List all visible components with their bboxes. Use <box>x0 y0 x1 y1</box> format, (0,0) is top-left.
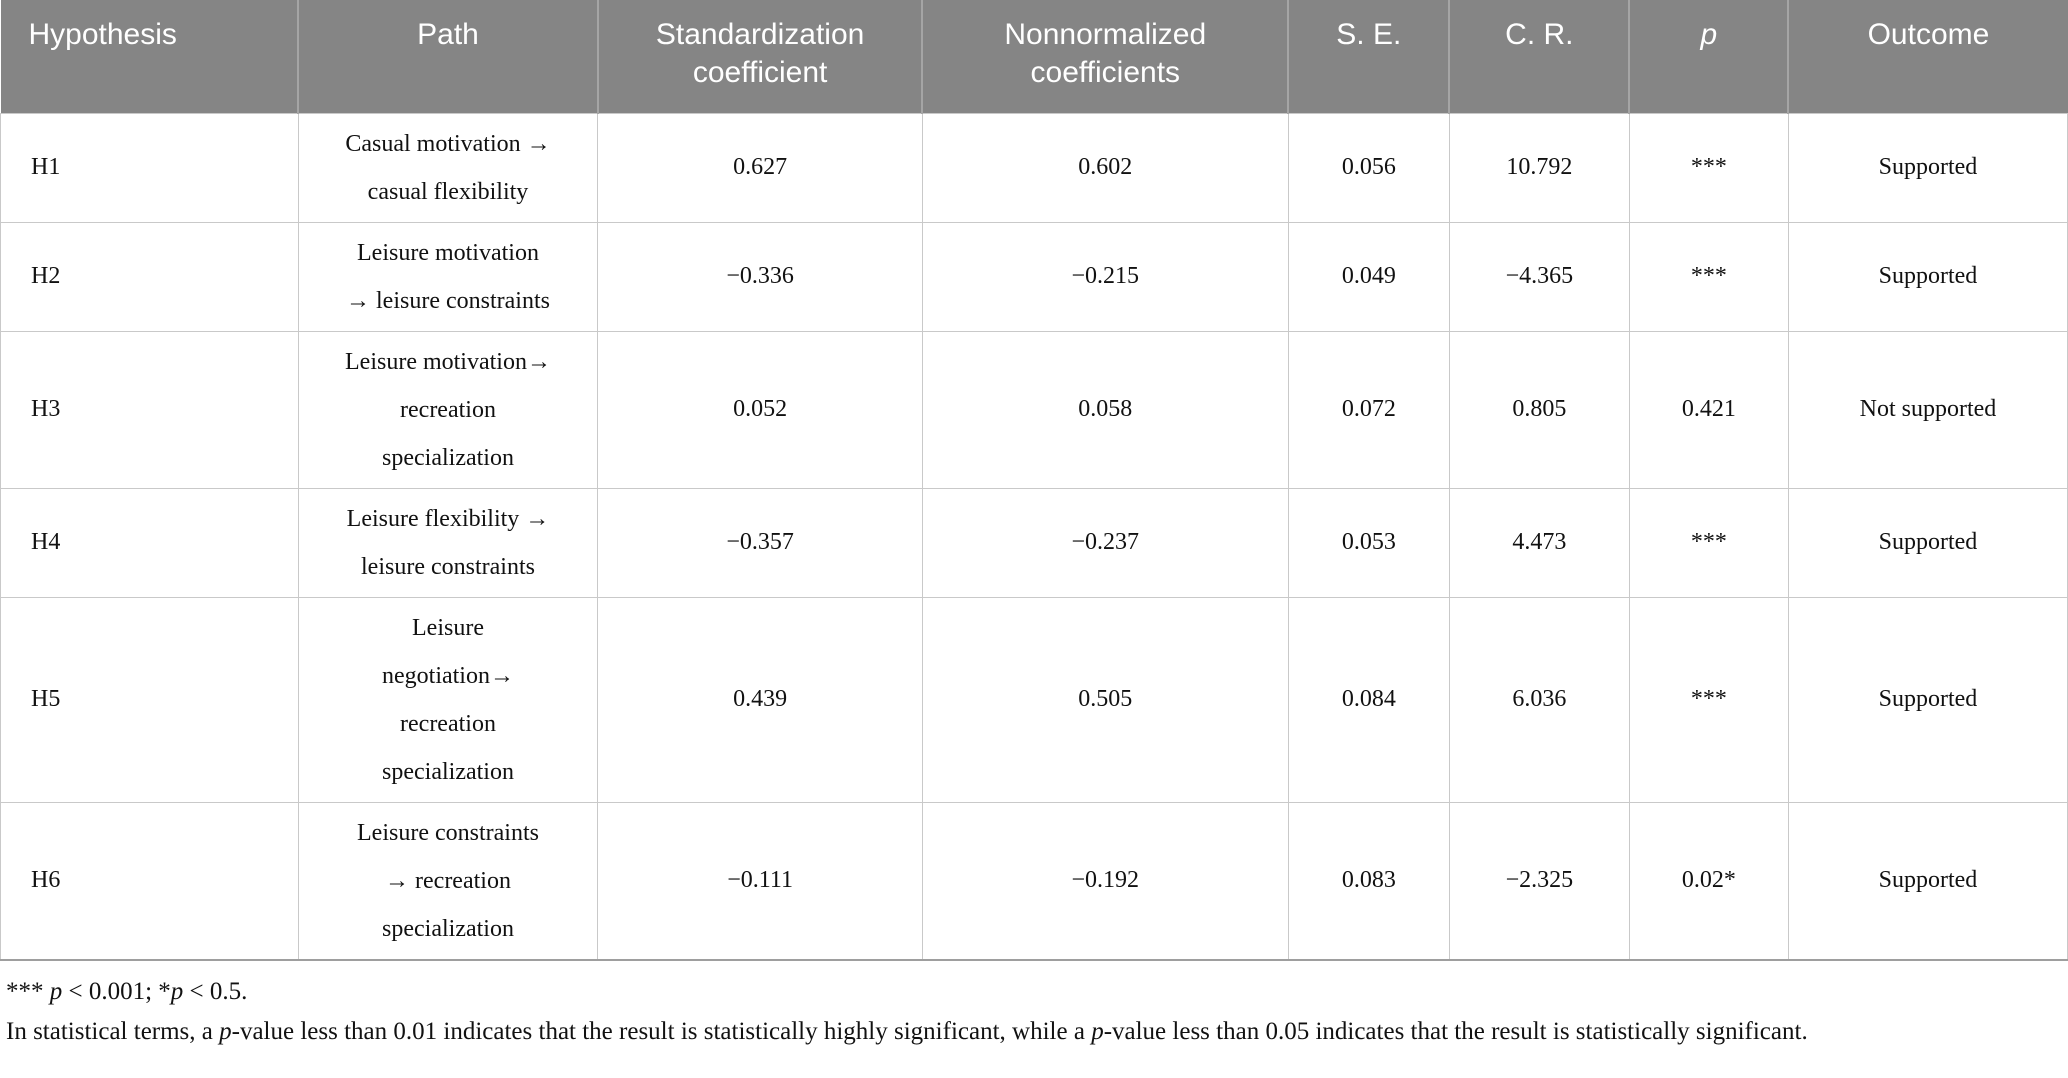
header-cell-cr: C. R. <box>1449 0 1631 113</box>
path-line: Leisure motivation <box>357 239 539 266</box>
table-footnotes: *** p < 0.001; *p < 0.5. In statistical … <box>0 961 2068 1047</box>
table-header-row: Hypothesis Path Standardization coefficien… <box>0 0 2068 113</box>
cell-path: Leisure motivation → leisure constraints <box>297 221 599 332</box>
cell-nonnormalized_coefficients: 0.505 <box>921 596 1289 803</box>
footnote-explanation: In statistical terms, a p-value less tha… <box>6 1017 2068 1047</box>
path-line: leisure constraints <box>361 553 535 580</box>
path-line: → recreation <box>385 867 511 894</box>
cell-hypothesis: H1 <box>0 112 299 223</box>
cell-outcome: Not supported <box>1787 330 2068 489</box>
table-row: H3 Leisure motivation→ recreation specializ… <box>0 330 2068 489</box>
table-row: H5 Leisure negotiation→ recreation specializ… <box>0 596 2068 803</box>
cell-cr: 4.473 <box>1448 487 1630 598</box>
cell-path: Casual motivation → casual flexibility <box>297 112 599 223</box>
footnote-text: *** <box>6 977 50 1005</box>
footnote-italic-p: p <box>1091 1017 1104 1045</box>
footnote-text: < 0.5. <box>183 977 248 1005</box>
cell-p: *** <box>1628 596 1789 803</box>
cell-se: 0.084 <box>1287 596 1450 803</box>
cell-nonnormalized_coefficients: −0.215 <box>921 221 1289 332</box>
cell-outcome: Supported <box>1787 487 2068 598</box>
cell-cr: 0.805 <box>1448 330 1630 489</box>
header-cell-path: Path <box>298 0 599 113</box>
table-row: H4 Leisure flexibility → leisure constrain… <box>0 487 2068 598</box>
cell-se: 0.083 <box>1287 801 1450 961</box>
header-cell-nonnormalized_coefficients: Nonnormalized coefficients <box>922 0 1290 113</box>
cell-nonnormalized_coefficients: −0.237 <box>921 487 1289 598</box>
footnote-italic-p: p <box>170 977 184 1005</box>
footnote-significance: *** p < 0.001; *p < 0.5. <box>6 977 2068 1007</box>
footnote-text: In statistical terms, a <box>6 1017 220 1045</box>
cell-hypothesis: H5 <box>0 596 299 803</box>
table-row: H1 Casual motivation → casual flexibility 0… <box>0 112 2068 223</box>
cell-se: 0.056 <box>1287 112 1450 223</box>
cell-path: Leisure motivation→ recreation specializat… <box>297 330 599 489</box>
cell-se: 0.053 <box>1287 487 1450 598</box>
header-cell-outcome: Outcome <box>1788 0 2068 113</box>
cell-hypothesis: H3 <box>0 330 299 489</box>
footnote-italic-p: p <box>49 977 63 1005</box>
cell-hypothesis: H2 <box>0 221 299 332</box>
cell-p: *** <box>1628 487 1789 598</box>
cell-outcome: Supported <box>1787 112 2068 223</box>
cell-hypothesis: H4 <box>0 487 299 598</box>
path-line: specialization <box>382 758 514 785</box>
cell-se: 0.049 <box>1287 221 1450 332</box>
table-row: H6 Leisure constraints → recreation special… <box>0 801 2068 961</box>
header-cell-standardization_coefficient: Standardization coefficient <box>597 0 924 113</box>
cell-p: *** <box>1628 221 1789 332</box>
cell-p: 0.421 <box>1628 330 1789 489</box>
footnote-text: -value less than 0.01 indicates that the… <box>231 1017 1092 1045</box>
cell-p: 0.02* <box>1628 801 1789 961</box>
footnote-text: -value less than 0.05 indicates that the… <box>1103 1017 1808 1045</box>
cell-standardization_coefficient: 0.052 <box>597 330 923 489</box>
path-line: negotiation→ <box>382 662 514 689</box>
cell-path: Leisure constraints → recreation specializ… <box>297 801 599 961</box>
cell-nonnormalized_coefficients: −0.192 <box>921 801 1289 961</box>
cell-standardization_coefficient: 0.627 <box>597 112 923 223</box>
path-line: → leisure constraints <box>346 287 550 314</box>
cell-path: Leisure negotiation→ recreation specializat… <box>297 596 599 803</box>
cell-outcome: Supported <box>1787 801 2068 961</box>
cell-standardization_coefficient: 0.439 <box>597 596 923 803</box>
footnote-italic-p: p <box>219 1017 232 1045</box>
cell-se: 0.072 <box>1287 330 1450 489</box>
path-line: casual flexibility <box>367 178 529 205</box>
cell-nonnormalized_coefficients: 0.058 <box>921 330 1289 489</box>
header-cell-p: p <box>1629 0 1790 113</box>
header-cell-se: S. E. <box>1288 0 1451 113</box>
path-line: Casual motivation → <box>345 130 551 157</box>
path-line: Leisure motivation→ <box>345 348 551 375</box>
cell-outcome: Supported <box>1787 221 2068 332</box>
cell-hypothesis: H6 <box>0 801 299 961</box>
path-line: specialization <box>382 915 514 942</box>
cell-cr: 10.792 <box>1448 112 1630 223</box>
path-line: Leisure <box>412 614 484 641</box>
cell-path: Leisure flexibility → leisure constraints <box>297 487 599 598</box>
cell-outcome: Supported <box>1787 596 2068 803</box>
hypothesis-results-table: Hypothesis Path Standardization coefficien… <box>0 0 2068 961</box>
cell-nonnormalized_coefficients: 0.602 <box>921 112 1289 223</box>
cell-cr: −2.325 <box>1448 801 1630 961</box>
path-line: Leisure constraints <box>357 819 539 846</box>
header-cell-hypothesis: Hypothesis <box>0 0 300 113</box>
path-line: specialization <box>382 444 514 471</box>
cell-standardization_coefficient: −0.111 <box>597 801 923 961</box>
path-line: recreation <box>400 710 496 737</box>
path-line: recreation <box>400 396 496 423</box>
cell-standardization_coefficient: −0.336 <box>597 221 923 332</box>
cell-standardization_coefficient: −0.357 <box>597 487 923 598</box>
table-row: H2 Leisure motivation → leisure constraint… <box>0 221 2068 332</box>
cell-cr: −4.365 <box>1448 221 1630 332</box>
path-line: Leisure flexibility → <box>346 505 550 532</box>
footnote-text: < 0.001; * <box>62 977 171 1005</box>
cell-cr: 6.036 <box>1448 596 1630 803</box>
cell-p: *** <box>1628 112 1789 223</box>
